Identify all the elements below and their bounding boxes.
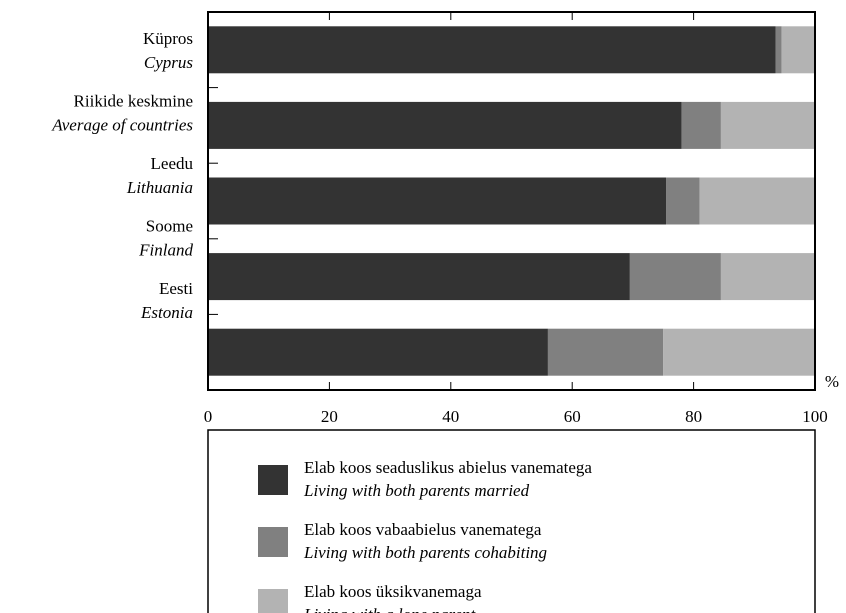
x-tick-label: 60 — [564, 407, 581, 426]
legend-swatch — [258, 527, 288, 557]
bar-segment — [781, 26, 815, 74]
legend-label: Elab koos vabaabielus vanematega — [304, 520, 542, 539]
bar-segment — [208, 26, 776, 74]
bar-segment — [720, 253, 815, 301]
category-label: Soome — [146, 216, 193, 235]
bar-segment — [208, 328, 548, 376]
x-tick-label: 0 — [204, 407, 213, 426]
legend-label-en: Living with both parents cohabiting — [303, 543, 547, 562]
bar-segment — [720, 101, 815, 149]
bar-segment — [208, 253, 630, 301]
x-tick-label: 80 — [685, 407, 702, 426]
bar-segment — [666, 177, 700, 225]
bar-segment — [547, 328, 664, 376]
category-label-en: Estonia — [140, 303, 193, 322]
x-tick-label: 40 — [442, 407, 459, 426]
bar-segment — [699, 177, 815, 225]
plot-frame — [207, 11, 816, 391]
category-label-en: Average of countries — [51, 115, 193, 134]
x-tick-label: 100 — [802, 407, 828, 426]
legend-swatch — [258, 465, 288, 495]
category-label: Leedu — [151, 154, 194, 173]
bar-segment — [681, 101, 721, 149]
legend-label-en: Living with both parents married — [303, 481, 530, 500]
category-label-en: Finland — [138, 240, 193, 259]
legend-swatch — [258, 589, 288, 613]
bar-segment — [629, 253, 721, 301]
bar-segment — [208, 101, 682, 149]
bar-segment — [208, 177, 667, 225]
legend-label: Elab koos üksikvanemaga — [304, 582, 482, 601]
x-axis-label: % — [825, 372, 839, 391]
legend-box — [207, 429, 816, 613]
legend-label: Elab koos seaduslikus abielus vanematega — [304, 458, 592, 477]
x-tick-label: 20 — [321, 407, 338, 426]
category-label: Küpros — [143, 29, 193, 48]
category-label-en: Lithuania — [126, 178, 193, 197]
bar-segment — [775, 26, 782, 74]
category-label-en: Cyprus — [144, 53, 194, 72]
category-label: Eesti — [159, 279, 193, 298]
category-label: Riikide keskmine — [74, 91, 193, 110]
legend-label-en: Living with a lone parent — [303, 605, 477, 613]
bar-segment — [663, 328, 815, 376]
